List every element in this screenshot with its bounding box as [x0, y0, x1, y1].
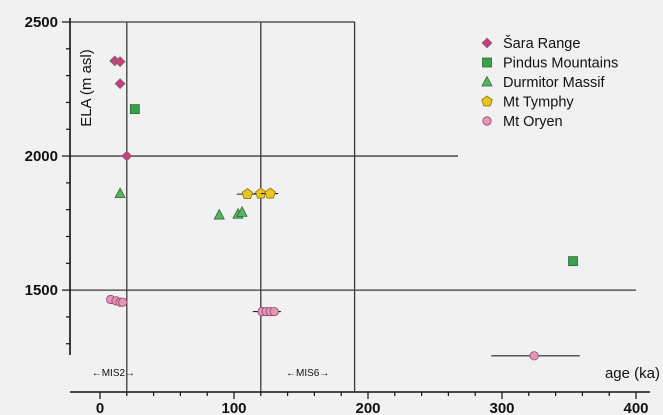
- legend-label: Šara Range: [503, 35, 580, 52]
- y-tick-label: 2500: [25, 14, 58, 31]
- y-tick-label: 2000: [25, 148, 58, 165]
- data-point: [241, 188, 254, 199]
- grid-lines: [70, 21, 636, 392]
- legend-marker: [481, 75, 493, 87]
- x-tick-label: 0: [96, 400, 104, 415]
- annotation-mis-0: ←MIS2→: [92, 368, 135, 379]
- data-point: [129, 104, 140, 115]
- series-3: [236, 187, 279, 199]
- x-tick-label: 100: [221, 400, 246, 415]
- legend-label: Mt Oryen: [503, 114, 563, 130]
- data-point: [529, 351, 539, 361]
- legend-marker: [481, 95, 493, 107]
- x-tick-label: 200: [355, 400, 380, 415]
- data-marks: [106, 55, 580, 361]
- y-axis-label: ELA (m asl): [78, 49, 95, 127]
- data-point: [264, 187, 276, 199]
- data-point: [114, 78, 126, 90]
- legend: Šara Range Pindus Mountains Durmitor Massi…: [481, 35, 618, 130]
- series-4: [106, 294, 580, 361]
- y-tick-label: 1500: [25, 282, 58, 299]
- axes: 1500 2000 2500 0 100 200 300 400 ELA (m asl) age …: [25, 14, 660, 415]
- data-point: [269, 306, 279, 317]
- series-2: [114, 187, 248, 220]
- data-point: [568, 256, 578, 267]
- data-point: [118, 297, 128, 307]
- legend-label: Mt Tymphy: [503, 95, 574, 111]
- data-point: [121, 150, 133, 162]
- data-point: [213, 208, 225, 220]
- series-0: [109, 55, 133, 162]
- legend-marker: [481, 37, 493, 49]
- series-1: [129, 104, 578, 267]
- x-tick-label: 400: [623, 400, 648, 415]
- legend-marker: [482, 116, 492, 126]
- data-point: [114, 56, 126, 68]
- legend-marker: [482, 57, 492, 68]
- x-axis-label: age (ka): [605, 365, 660, 382]
- annotation-mis-1: ←MIS6→: [286, 368, 329, 379]
- data-point: [114, 187, 126, 198]
- x-tick-label: 300: [489, 400, 514, 415]
- legend-label: Durmitor Massif: [503, 75, 605, 91]
- legend-label: Pindus Mountains: [503, 56, 618, 72]
- data-point: [236, 206, 248, 217]
